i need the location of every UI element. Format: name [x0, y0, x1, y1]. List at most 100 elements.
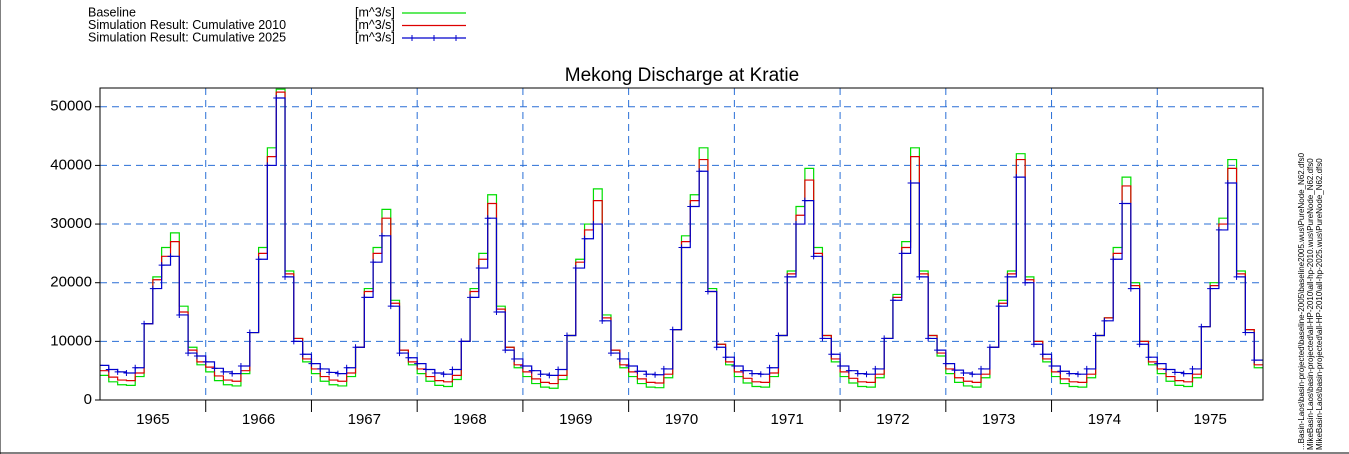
point-marker: [810, 253, 817, 260]
point-marker: [176, 311, 183, 318]
point-marker: [546, 372, 553, 379]
point-marker: [1074, 371, 1081, 378]
point-marker: [555, 366, 562, 373]
x-tick-label: 1966: [242, 411, 275, 428]
file-path: MikeBasin-Laos\basin-projected\all-HP-20…: [1306, 158, 1315, 450]
point-marker: [1119, 200, 1126, 207]
point-marker: [696, 168, 703, 175]
point-marker: [625, 362, 632, 369]
point-marker: [1101, 317, 1108, 324]
point-marker: [1242, 329, 1249, 336]
point-marker: [1039, 351, 1046, 358]
point-marker: [652, 371, 659, 378]
point-marker: [511, 355, 518, 362]
point-marker: [616, 355, 623, 362]
x-tick-label: 1965: [136, 411, 169, 428]
x-tick-label: 1969: [559, 411, 592, 428]
point-marker: [951, 367, 958, 374]
point-marker: [1233, 273, 1240, 280]
point-marker: [643, 371, 650, 378]
legend-unit: [m^3/s]: [355, 5, 395, 19]
point-marker: [299, 351, 306, 358]
point-marker: [581, 235, 588, 242]
point-marker: [740, 367, 747, 374]
point-marker: [837, 362, 844, 369]
point-marker: [211, 365, 218, 372]
legend-label: Simulation Result: Cumulative 2010: [88, 18, 286, 32]
point-marker: [1110, 256, 1117, 263]
point-marker: [898, 250, 905, 257]
point-marker: [863, 371, 870, 378]
point-marker: [378, 232, 385, 239]
point-marker: [572, 265, 579, 272]
point-marker: [422, 366, 429, 373]
point-marker: [722, 354, 729, 361]
point-marker: [493, 309, 500, 316]
point-marker: [801, 197, 808, 204]
x-tick-label: 1968: [453, 411, 486, 428]
point-marker: [925, 335, 932, 342]
point-marker: [978, 365, 985, 372]
point-marker: [352, 344, 359, 351]
point-marker: [449, 366, 456, 373]
y-tick-label: 0: [84, 391, 92, 408]
point-marker: [290, 338, 297, 345]
point-marker: [1171, 369, 1178, 376]
legend-unit: [m^3/s]: [355, 18, 395, 32]
point-marker: [317, 365, 324, 372]
point-marker: [273, 94, 280, 101]
point-marker: [1251, 357, 1258, 364]
file-path: MikeBasin-Laos\basin-projected\all-HP-20…: [1315, 158, 1324, 450]
point-marker: [334, 370, 341, 377]
point-marker: [1092, 332, 1099, 339]
point-marker: [775, 332, 782, 339]
x-tick-label: 1967: [348, 411, 381, 428]
x-tick-label: 1972: [876, 411, 909, 428]
point-marker: [1127, 285, 1134, 292]
point-marker: [1066, 370, 1073, 377]
point-marker: [475, 265, 482, 272]
point-marker: [916, 273, 923, 280]
point-marker: [969, 371, 976, 378]
point-marker: [1022, 279, 1029, 286]
point-marker: [396, 350, 403, 357]
point-marker: [1057, 368, 1064, 375]
y-tick-label: 10000: [50, 332, 92, 349]
point-marker: [326, 369, 333, 376]
point-marker: [889, 297, 896, 304]
point-marker: [414, 360, 421, 367]
point-marker: [757, 371, 764, 378]
point-marker: [282, 273, 289, 280]
point-marker: [132, 364, 139, 371]
point-marker: [881, 335, 888, 342]
point-marker: [370, 259, 377, 266]
legend-label: Baseline: [88, 5, 136, 19]
file-path: ...Basin-Laos\basin-projected\baseline-2…: [1297, 152, 1306, 450]
point-marker: [519, 362, 526, 369]
point-marker: [100, 362, 103, 369]
point-marker: [669, 326, 676, 333]
chart-title: Mekong Discharge at Kratie: [565, 65, 799, 86]
legend-unit: [m^3/s]: [355, 30, 395, 44]
point-marker: [484, 215, 491, 222]
point-marker: [1083, 365, 1090, 372]
point-marker: [1198, 323, 1205, 330]
point-marker: [105, 366, 112, 373]
point-marker: [528, 367, 535, 374]
point-marker: [440, 371, 447, 378]
point-marker: [1207, 285, 1214, 292]
legend-marker: [409, 35, 415, 41]
point-marker: [713, 344, 720, 351]
series-line: [100, 88, 1263, 389]
point-marker: [361, 294, 368, 301]
point-marker: [1224, 180, 1231, 187]
point-marker: [1004, 273, 1011, 280]
point-marker: [308, 360, 315, 367]
point-marker: [202, 358, 209, 365]
point-marker: [502, 347, 509, 354]
point-marker: [1180, 370, 1187, 377]
point-marker: [907, 180, 914, 187]
point-marker: [793, 221, 800, 228]
point-marker: [784, 273, 791, 280]
point-marker: [731, 362, 738, 369]
